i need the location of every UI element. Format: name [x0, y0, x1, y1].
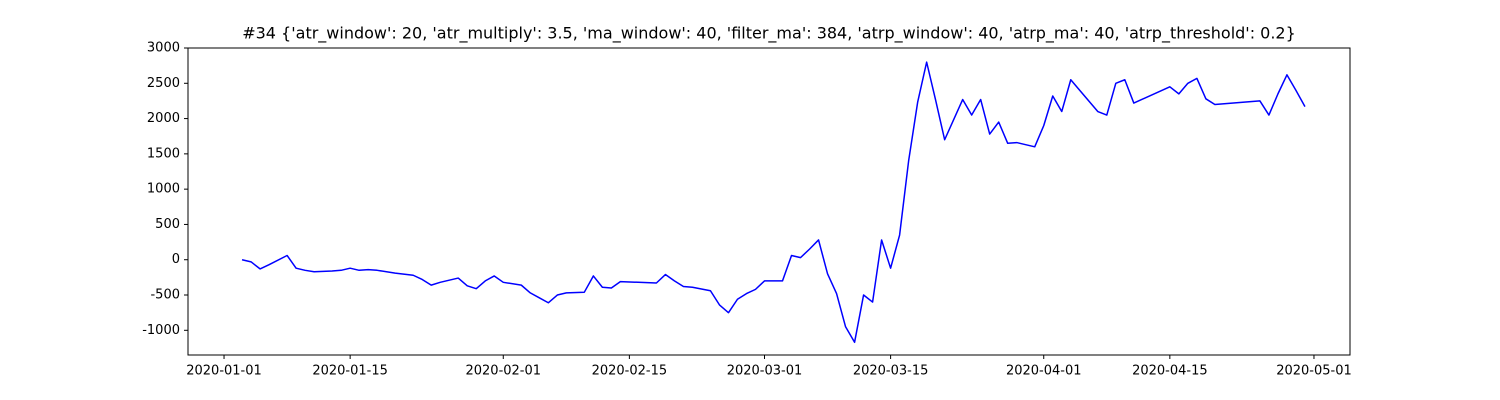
x-tick-label: 2020-02-15 [592, 364, 668, 379]
y-tick-label: 1500 [147, 146, 180, 161]
y-tick-label: 0 [172, 252, 180, 267]
y-tick-label: 2500 [147, 76, 180, 91]
x-tick-label: 2020-03-15 [853, 364, 929, 379]
series-line [241, 61, 1306, 344]
x-tick-label: 2020-01-01 [186, 364, 262, 379]
x-tick-label: 2020-01-15 [312, 364, 388, 379]
y-tick-label: 1000 [147, 182, 180, 197]
chart-title: #34 {'atr_window': 20, 'atr_multiply': 3… [242, 24, 1296, 44]
y-tick-label: 2000 [147, 111, 180, 126]
x-tick-label: 2020-04-15 [1132, 364, 1208, 379]
x-tick-label: 2020-04-01 [1006, 364, 1082, 379]
x-tick-label: 2020-03-01 [727, 364, 803, 379]
y-tick-label: -1000 [142, 323, 180, 338]
y-tick-label: 500 [155, 217, 180, 232]
y-tick-label: -500 [150, 288, 180, 303]
x-tick-label: 2020-05-01 [1276, 364, 1352, 379]
plot-frame [187, 47, 1351, 356]
y-tick-label: 3000 [147, 41, 180, 56]
x-tick-label: 2020-02-01 [465, 364, 541, 379]
